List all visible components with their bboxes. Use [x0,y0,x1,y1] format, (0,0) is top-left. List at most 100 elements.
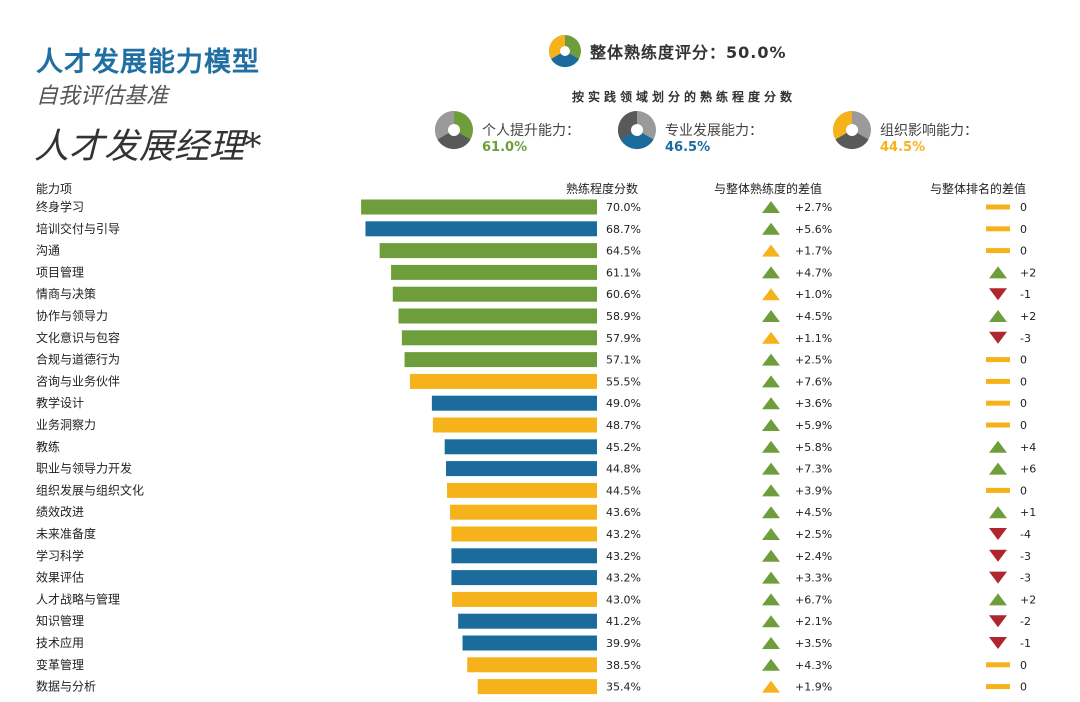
rank-up-icon [989,593,1007,606]
proficiency-bar [391,264,597,280]
domain-name: 个人提升能力： [482,123,580,139]
diff-up-icon [762,440,780,453]
column-header-diff-rank: 与整体排名的差值 [930,182,1027,196]
diff-rank-value: 0 [1020,419,1027,432]
diff-up-icon [762,593,780,606]
diff-overall-value: +1.7% [795,245,832,258]
rank-down-icon [989,549,1007,562]
diff-overall-value: +2.5% [795,354,832,367]
diff-rank-value: -3 [1020,332,1031,345]
row-label: 沟通 [36,244,60,258]
row-label: 教练 [36,439,60,454]
row-label: 效果评估 [36,570,84,585]
proficiency-value: 44.8% [606,463,641,476]
diff-rank-value: 0 [1020,484,1027,497]
diff-overall-value: +3.3% [795,572,832,585]
diff-rank-value: -2 [1020,615,1031,628]
column-header-diff-overall: 与整体熟练度的差值 [714,182,823,196]
proficiency-value: 44.5% [606,484,641,497]
proficiency-value: 38.5% [606,659,641,672]
row-label: 协作与领导力 [36,308,108,323]
proficiency-value: 68.7% [606,223,641,236]
proficiency-bar [462,635,597,651]
proficiency-bar [458,613,597,629]
proficiency-value: 43.0% [606,593,641,606]
rank-down-icon [989,331,1007,344]
row-label: 项目管理 [36,264,84,279]
diff-rank-value: 0 [1020,375,1027,388]
diff-overall-value: +3.6% [795,397,832,410]
proficiency-bar [365,221,597,237]
row-label: 情商与决策 [36,286,96,301]
proficiency-value: 60.6% [606,288,641,301]
diff-rank-value: +2 [1020,310,1036,323]
domain-name: 组织影响能力： [880,123,978,139]
row-label: 文化意识与包容 [36,330,120,345]
rank-flat-icon [986,357,1010,363]
diff-overall-value: +7.6% [795,375,832,388]
diff-up-icon [762,571,780,584]
proficiency-value: 48.7% [606,419,641,432]
diff-rank-value: +2 [1020,266,1036,279]
personal-domain-icon [434,110,473,150]
diff-overall-value: +4.7% [795,266,832,279]
domain-name: 专业发展能力： [665,123,763,139]
proficiency-value: 58.9% [606,310,641,323]
organizational-domain-icon [832,110,871,150]
diff-up-icon [762,615,780,628]
rank-flat-icon [986,684,1010,690]
diff-up-icon [762,201,780,213]
row-label: 技术应用 [36,635,84,650]
proficiency-bar [467,657,597,673]
domain-organizational: 组织影响能力： 44.5% [832,110,978,155]
diff-overall-value: +1.9% [795,681,832,694]
rank-flat-icon [986,487,1010,493]
diff-overall-value: +2.4% [795,550,832,563]
proficiency-value: 35.4% [606,681,641,694]
diff-overall-value: +5.8% [795,441,832,454]
diff-overall-value: +6.7% [795,593,832,606]
proficiency-value: 45.2% [606,441,641,454]
diff-rank-value: 0 [1020,681,1027,694]
row-label: 知识管理 [36,613,84,628]
row-label: 职业与领导力开发 [36,461,132,476]
professional-domain-icon [617,110,656,150]
diff-up-icon [762,353,780,366]
diff-rank-value: +4 [1020,441,1036,454]
row-label: 人才战略与管理 [36,591,120,606]
domain-score: 44.5% [880,140,926,155]
rank-up-icon [989,462,1007,475]
diff-up-icon [762,658,780,671]
proficiency-bar [404,352,597,368]
diff-up-icon [762,288,780,301]
diff-overall-value: +3.5% [795,637,832,650]
rank-up-icon [989,440,1007,453]
diff-up-icon [762,397,780,410]
diff-overall-value: +3.9% [795,484,832,497]
diff-rank-value: +6 [1020,463,1036,476]
proficiency-bar [431,395,597,411]
row-label: 咨询与业务伙伴 [36,373,120,388]
domain-personal: 个人提升能力： 61.0% [434,110,580,155]
overall-score-block: 整体熟练度评分：50.0% [548,34,787,68]
diff-rank-value: 0 [1020,354,1027,367]
proficiency-bar [451,526,597,542]
rank-down-icon [989,637,1007,649]
row-label: 培训交付与引导 [36,221,120,236]
diff-overall-value: +2.1% [795,615,832,628]
column-header-item: 能力项 [36,182,73,196]
rank-flat-icon [986,248,1010,254]
diff-up-icon [762,506,780,519]
diff-overall-value: +1.1% [795,332,832,345]
diff-overall-value: +4.5% [795,310,832,323]
proficiency-bar [432,417,597,433]
diff-rank-value: -3 [1020,550,1031,563]
diff-up-icon [762,419,780,431]
diff-up-icon [762,310,780,322]
rank-up-icon [989,310,1007,322]
diff-overall-value: +1.0% [795,288,832,301]
row-label: 绩效改进 [36,504,84,519]
overall-score-label: 整体熟练度评分： [590,43,727,62]
proficiency-value: 43.2% [606,572,641,585]
